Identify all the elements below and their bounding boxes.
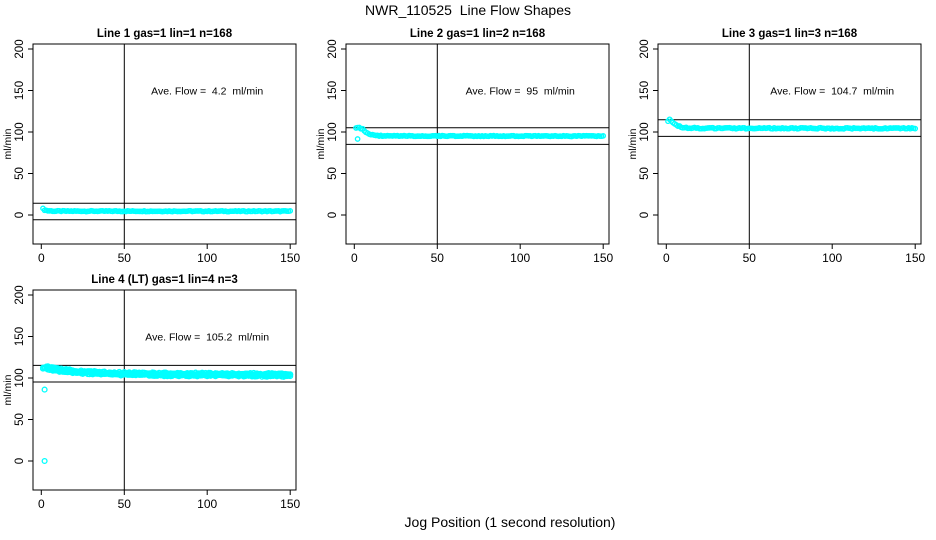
data-points — [39, 363, 294, 465]
plot-box — [657, 43, 922, 245]
x-tick-label: 150 — [280, 251, 300, 265]
data-point — [600, 133, 607, 139]
ave-flow-annotation: Ave. Flow = 105.2 ml/min — [145, 332, 269, 344]
y-tick-label: 150 — [14, 327, 26, 346]
data-point — [287, 208, 294, 214]
x-tick-label: 50 — [118, 251, 132, 265]
y-tick-label: 50 — [639, 167, 651, 180]
y-tick-label: 200 — [327, 39, 339, 58]
y-axis-unit-label: ml/min — [2, 374, 14, 405]
y-tick-label: 200 — [14, 39, 26, 58]
y-tick-label: 150 — [14, 81, 26, 100]
y-tick-label: 0 — [639, 212, 651, 218]
data-points — [665, 116, 919, 132]
y-tick-label: 50 — [14, 413, 26, 426]
panel-title: Line 1 gas=1 lin=1 n=168 — [97, 28, 233, 40]
y-tick-label: 150 — [639, 81, 651, 100]
y-tick-label: 0 — [14, 458, 26, 464]
data-point — [287, 371, 294, 378]
x-tick-label: 50 — [743, 251, 757, 265]
x-tick-label: 0 — [663, 251, 670, 265]
panel-title: Line 4 (LT) gas=1 lin=4 n=3 — [91, 274, 237, 286]
y-tick-label: 100 — [639, 122, 651, 141]
panel-line-4: 0 50 100 150 0 50 100 150 200 ml/min Line 4 (LT) g… — [2, 274, 301, 511]
x-tick-label: 50 — [118, 497, 132, 511]
panel-line-3: 0 50 100 150 0 50 100 150 200 ml/min Line 3 gas=1 … — [627, 28, 926, 265]
y-tick-label: 50 — [327, 167, 339, 180]
chart-main-title: NWR_110525 Line Flow Shapes — [365, 2, 571, 18]
panel-title: Line 3 gas=1 lin=3 n=168 — [722, 28, 858, 40]
panel-title: Line 2 gas=1 lin=2 n=168 — [410, 28, 546, 40]
y-tick-label: 200 — [639, 39, 651, 58]
data-point — [912, 125, 919, 132]
data-points — [353, 124, 607, 142]
y-axis-unit-label: ml/min — [315, 128, 327, 159]
x-tick-label: 50 — [431, 251, 445, 265]
y-tick-label: 100 — [327, 122, 339, 141]
y-tick-label: 100 — [14, 122, 26, 141]
x-tick-label: 150 — [905, 251, 925, 265]
y-tick-label: 100 — [14, 368, 26, 387]
x-tick-label: 100 — [510, 251, 530, 265]
x-tick-label: 150 — [593, 251, 613, 265]
x-tick-label: 150 — [280, 497, 300, 511]
ave-flow-annotation: Ave. Flow = 4.2 ml/min — [151, 86, 263, 98]
y-tick-label: 150 — [327, 81, 339, 100]
x-tick-label: 100 — [197, 497, 217, 511]
y-tick-label: 0 — [14, 212, 26, 218]
x-tick-label: 0 — [38, 251, 45, 265]
panel-line-1: 0 50 100 150 0 50 100 150 200 ml/min Line 1 gas=1 … — [2, 28, 301, 265]
data-points — [40, 205, 294, 215]
y-axis-unit-label: ml/min — [627, 128, 639, 159]
outlier-data-point — [354, 136, 361, 142]
ave-flow-annotation: Ave. Flow = 104.7 ml/min — [770, 86, 894, 98]
outlier-data-point — [41, 457, 48, 465]
outlier-data-point — [41, 386, 48, 393]
y-axis-unit-label: ml/min — [2, 128, 14, 159]
x-tick-label: 100 — [822, 251, 842, 265]
x-tick-label: 0 — [351, 251, 358, 265]
panel-line-2: 0 50 100 150 0 50 100 150 200 ml/min Line 2 gas=1 … — [315, 28, 614, 265]
ave-flow-annotation: Ave. Flow = 95 ml/min — [466, 86, 575, 98]
plot-box — [32, 289, 297, 491]
x-axis-label: Jog Position (1 second resolution) — [404, 514, 616, 530]
y-tick-label: 50 — [14, 167, 26, 180]
y-tick-label: 200 — [14, 285, 26, 304]
y-tick-label: 0 — [327, 212, 339, 218]
x-tick-label: 0 — [38, 497, 45, 511]
plot-box — [32, 43, 297, 245]
x-tick-label: 100 — [197, 251, 217, 265]
